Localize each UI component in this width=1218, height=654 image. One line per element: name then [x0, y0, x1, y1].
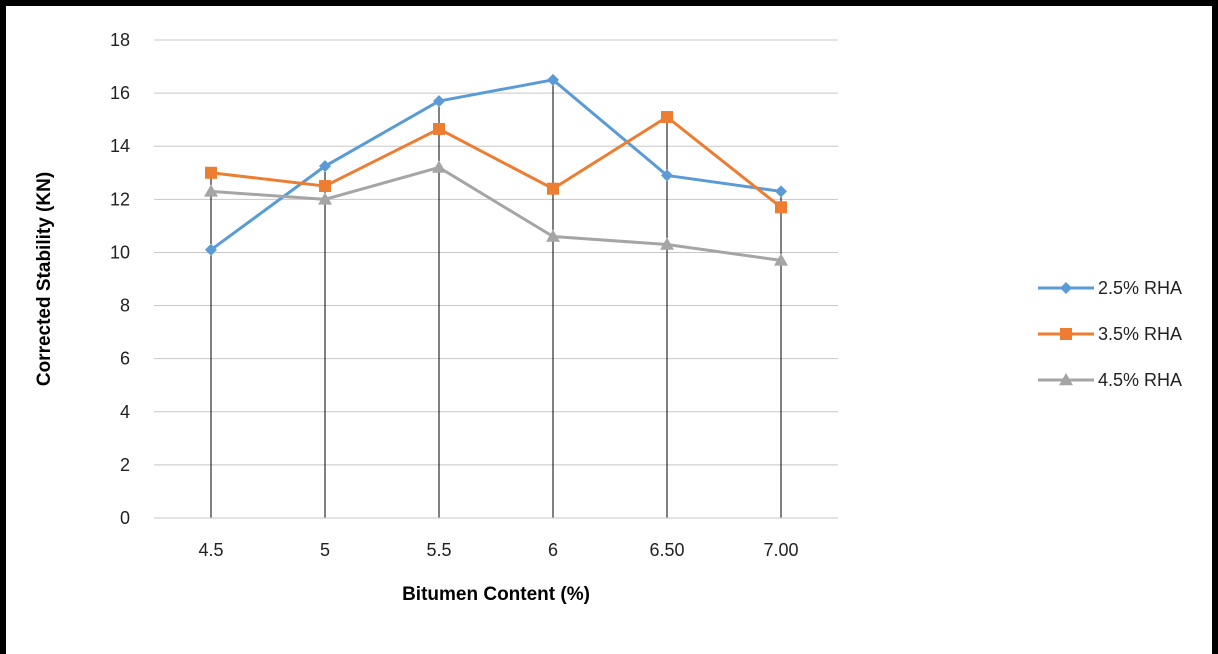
data-point [661, 111, 673, 124]
data-point [547, 182, 559, 195]
series-line [210, 165, 782, 262]
series-line [210, 115, 782, 209]
data-point [433, 122, 445, 135]
x-tick-label: 5.5 [426, 540, 451, 560]
y-tick-label: 12 [110, 189, 130, 209]
data-point [205, 166, 217, 179]
y-axis-ticks: 0 2 4 6 8 10 12 14 16 18 [110, 30, 130, 528]
y-tick-label: 2 [120, 455, 130, 475]
legend-label: 2.5% RHA [1098, 278, 1182, 298]
x-axis-title: Bitumen Content (%) [402, 584, 590, 605]
y-tick-label: 6 [120, 349, 130, 369]
y-tick-label: 10 [110, 242, 130, 262]
x-tick-label: 4.5 [198, 540, 223, 560]
y-axis-title: Corrected Stability (KN) [34, 172, 55, 386]
y-tick-label: 18 [110, 30, 130, 50]
x-tick-label: 6.50 [649, 540, 684, 560]
data-point [204, 184, 218, 197]
legend-label: 4.5% RHA [1098, 370, 1182, 390]
series-line [210, 78, 782, 251]
legend: 2.5% RHA 3.5% RHA 4.5% RHA [1038, 278, 1182, 390]
data-point [205, 243, 217, 256]
data-point [318, 192, 332, 205]
data-point [774, 253, 788, 266]
series-group [204, 73, 788, 266]
data-point [547, 73, 559, 86]
x-tick-label: 5 [320, 540, 330, 560]
data-point [433, 95, 445, 108]
data-point [319, 160, 331, 173]
x-tick-label: 6 [548, 540, 558, 560]
y-tick-label: 0 [120, 508, 130, 528]
legend-marker [1060, 328, 1072, 340]
data-point [661, 169, 673, 182]
legend-marker [1059, 373, 1073, 386]
y-tick-label: 8 [120, 296, 130, 316]
data-point [775, 185, 787, 198]
y-tick-label: 16 [110, 83, 130, 103]
data-point [319, 180, 331, 193]
drop-lines [210, 79, 782, 518]
legend-label: 3.5% RHA [1098, 324, 1182, 344]
x-axis-ticks: 4.5 5 5.5 6 6.50 7.00 [198, 540, 798, 560]
legend-marker [1060, 282, 1072, 294]
data-point [775, 201, 787, 214]
y-tick-label: 4 [120, 402, 130, 422]
data-point [660, 237, 674, 250]
data-point [432, 160, 446, 173]
data-point [546, 229, 560, 242]
y-tick-label: 14 [110, 136, 130, 156]
gridlines [154, 39, 838, 466]
x-tick-label: 7.00 [763, 540, 798, 560]
